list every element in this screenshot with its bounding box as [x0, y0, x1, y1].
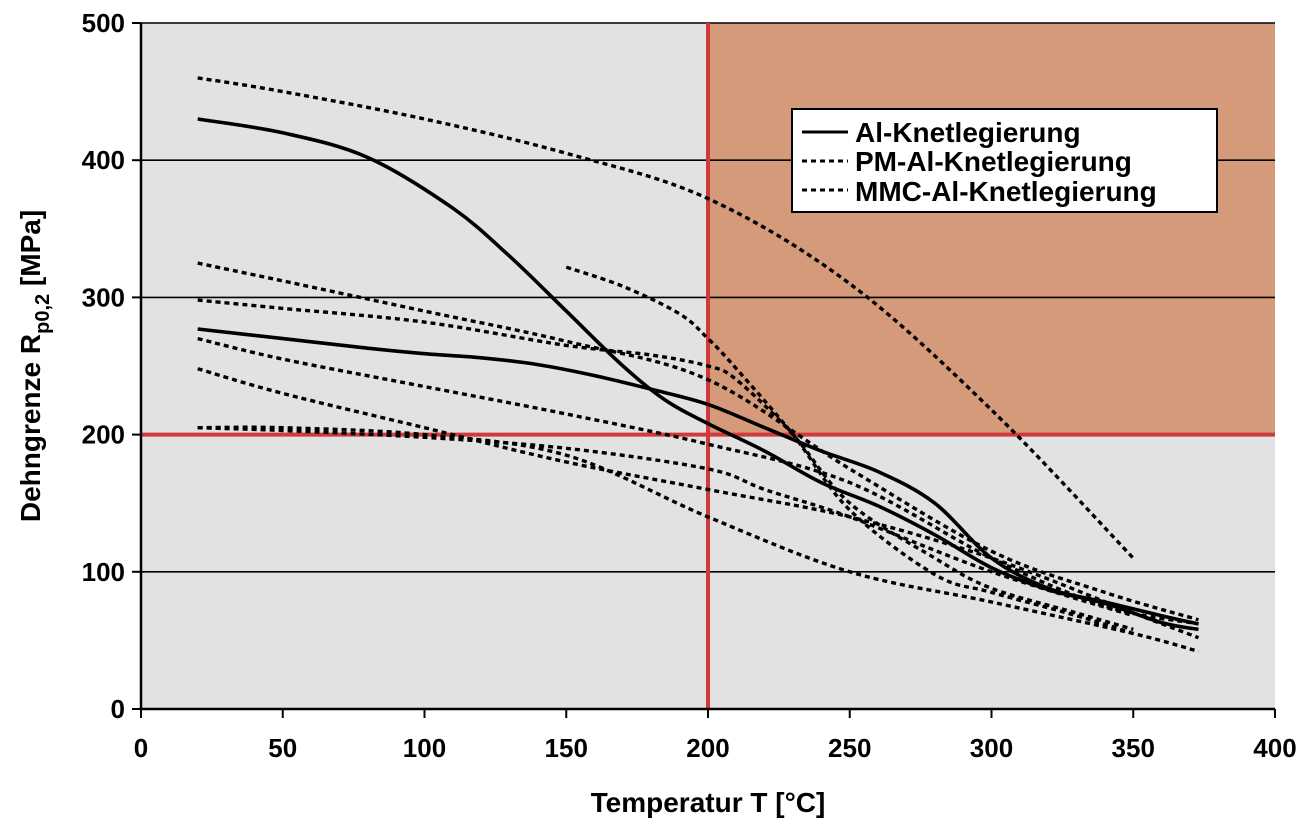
- series-line-8: [197, 425, 1199, 654]
- y-tick-label-200: 200: [82, 420, 125, 450]
- y-tick-label-0: 0: [111, 694, 125, 724]
- y-tick-label-500: 500: [82, 8, 125, 38]
- series-layer: [197, 76, 1200, 654]
- legend-label-0: Al-Knetlegierung: [855, 117, 1081, 148]
- legend-box: [791, 108, 1218, 213]
- x-tick-label-400: 400: [1253, 733, 1296, 763]
- x-tick-label-100: 100: [403, 733, 446, 763]
- x-axis-title: Temperatur T [°C]: [591, 787, 826, 818]
- legend-label-1: PM-Al-Knetlegierung: [855, 146, 1132, 177]
- y-tick-labels: 0 100 200 300 400 500: [82, 8, 125, 724]
- series-line-9: [197, 426, 1134, 618]
- y-axis-title-main: Dehngrenze R: [15, 334, 46, 522]
- y-axis-title-subscript: p0,2: [32, 294, 54, 334]
- y-axis-title-unit: [MPa]: [15, 210, 46, 294]
- x-tick-label-300: 300: [970, 733, 1013, 763]
- series-line-5: [197, 298, 1134, 632]
- x-tick-label-50: 50: [268, 733, 297, 763]
- y-tick-label-100: 100: [82, 557, 125, 587]
- series-line-4: [197, 261, 1199, 622]
- x-tick-label-0: 0: [134, 733, 148, 763]
- x-tick-label-250: 250: [828, 733, 871, 763]
- series-line-6: [197, 336, 1199, 626]
- x-tick-label-150: 150: [545, 733, 588, 763]
- y-tick-label-400: 400: [82, 145, 125, 175]
- x-tick-label-200: 200: [686, 733, 729, 763]
- series-line-3: [565, 265, 1134, 636]
- series-line-7: [197, 367, 1200, 640]
- legend: Al-Knetlegierung PM-Al-Knetlegierung MMC…: [791, 108, 1218, 213]
- y-axis-title: Dehngrenze Rp0,2 [MPa]: [15, 210, 54, 522]
- axes: [132, 22, 1276, 718]
- y-tick-label-300: 300: [82, 282, 125, 312]
- x-tick-labels: 0 50 100 150 200 250 300 350 400: [134, 733, 1297, 763]
- highlight-region: [708, 23, 1275, 435]
- x-tick-label-350: 350: [1112, 733, 1155, 763]
- series-line-1: [197, 327, 1199, 626]
- legend-label-2: MMC-Al-Knetlegierung: [855, 176, 1157, 207]
